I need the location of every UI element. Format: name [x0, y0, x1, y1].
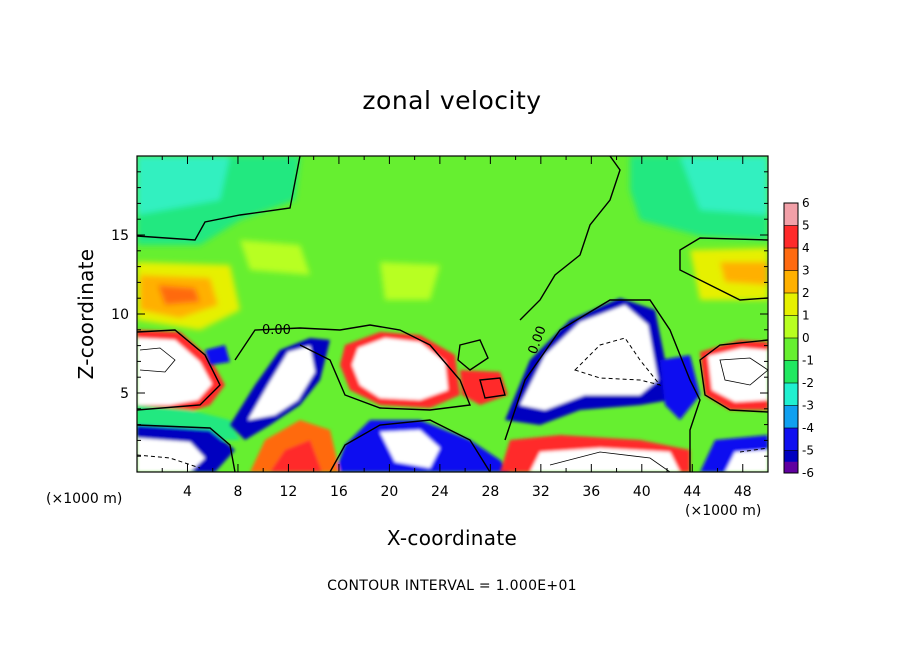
y-tick-label: 10: [111, 307, 129, 323]
y-axis-ticks: 5 10 15: [111, 171, 768, 457]
contour-zero-small-loop: [457, 339, 489, 371]
colorbar-segment: [784, 461, 798, 473]
contour-interval-note: CONTOUR INTERVAL = 1.000E+01: [327, 578, 577, 594]
field-bottom-center: [250, 420, 510, 472]
field-left-blob: [137, 330, 240, 472]
x-tick-label: 8: [233, 484, 242, 500]
colorbar-label: -3: [802, 399, 814, 413]
x-tick-label: 48: [734, 484, 752, 500]
colorbar-segment: [784, 383, 798, 406]
contour-zero-right-lower: [699, 339, 768, 413]
colorbar-label: 4: [802, 241, 810, 255]
colorbar-label: -5: [802, 444, 814, 458]
contour-zero-left-lower: [137, 424, 236, 472]
contour-zero-middle: [234, 324, 471, 411]
x-tick-label: 4: [183, 484, 192, 500]
field-blue-band-left: [205, 338, 330, 440]
colorbar-label: 3: [802, 264, 810, 278]
x-tick-label: 40: [633, 484, 651, 500]
x-tick-label: 44: [683, 484, 701, 500]
contour-zero-bottom-center: [329, 419, 491, 472]
colorbar-segment: [784, 270, 798, 294]
y-tick-label: 5: [120, 386, 129, 402]
contour-thin: [139, 347, 768, 472]
colorbar-segment: [784, 203, 798, 226]
x-tick-label: 24: [431, 484, 449, 500]
colorbar-label: 6: [802, 196, 810, 210]
x-unit-right: (×1000 m): [685, 503, 762, 519]
colorbar-label: -2: [802, 376, 814, 390]
field-left-positive: [137, 240, 768, 330]
contour-zero-left-blob: [137, 329, 221, 411]
colorbar-label: 0: [802, 331, 810, 345]
contour-lines: [137, 156, 768, 472]
colorbar-label: -6: [802, 466, 814, 480]
contour-zero-upper-right: [519, 156, 621, 321]
colorbar-segment: [784, 315, 798, 339]
contour-zero-right-blob: [504, 299, 701, 472]
colorbar-segment: [784, 428, 798, 451]
colorbar-label: -1: [802, 354, 814, 368]
colorbar-segment: [784, 405, 798, 429]
y-tick-label: 15: [111, 228, 129, 244]
x-axis-ticks: 4 8 12 16 20 24 28 32 36 40 44 48: [161, 156, 752, 500]
x-tick-label: 36: [582, 484, 600, 500]
colorbar-segment: [784, 338, 798, 361]
x-tick-label: 32: [532, 484, 550, 500]
colorbar-label: 2: [802, 286, 810, 300]
x-axis-label: X-coordinate: [386, 526, 518, 550]
contour-zero-upper-left: [137, 156, 301, 241]
contour-zero-right: [679, 237, 768, 301]
field-upper-negative: [137, 156, 768, 245]
colorbar-label: -4: [802, 421, 814, 435]
field-mid-blob: [340, 332, 508, 408]
colorbar-segment: [784, 293, 798, 316]
x-tick-label: 16: [330, 484, 348, 500]
contour-zero-small-loop-2: [479, 377, 506, 399]
colorbar: 6 5 4 3 2 1 0 -1 -2 -3 -4 -5 -6: [783, 196, 814, 480]
colorbar-segment: [784, 360, 798, 384]
x-unit-left: (×1000 m): [46, 491, 123, 507]
contour-label-left: 0.00: [262, 323, 291, 338]
x-tick-label: 20: [380, 484, 398, 500]
colorbar-segment: [784, 248, 798, 271]
colorbar-segment: [784, 225, 798, 249]
colorbar-label: 5: [802, 219, 810, 233]
contour-dashed: [137, 337, 768, 469]
x-tick-label: 12: [280, 484, 298, 500]
field-right-blob: [500, 298, 768, 472]
x-tick-label: 28: [481, 484, 499, 500]
colorbar-label: 1: [802, 309, 810, 323]
plot-field: 0.00 0.00: [137, 156, 768, 472]
chart-title: zonal velocity: [362, 86, 542, 115]
